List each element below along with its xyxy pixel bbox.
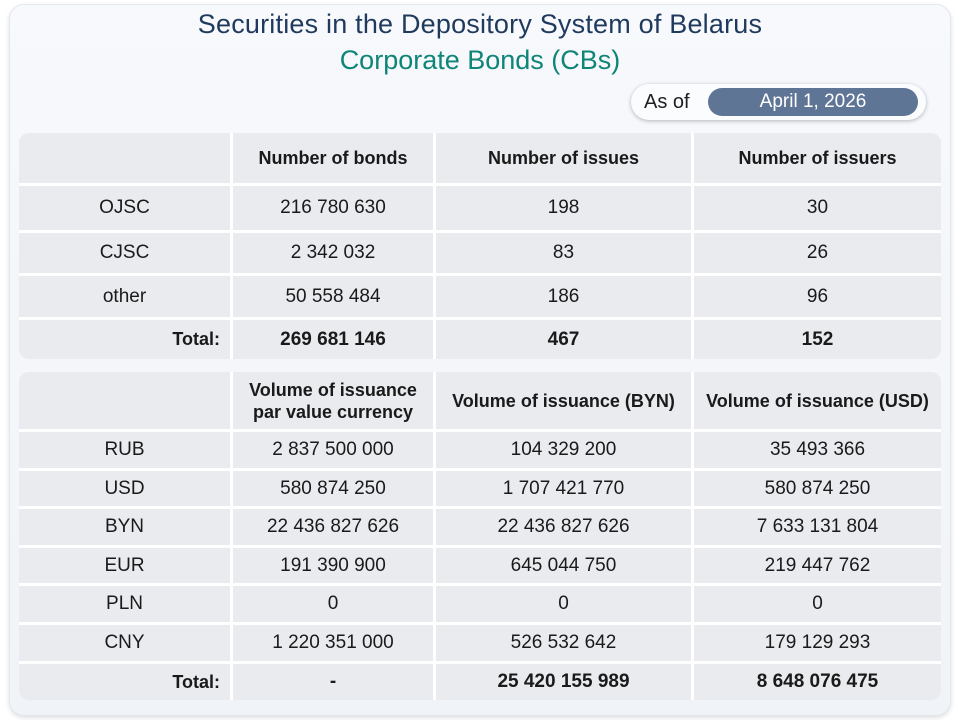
table-cell: 35 493 366 — [769, 439, 866, 460]
total-cell: - — [329, 671, 337, 692]
table-total-row: Total: - 25 420 155 989 8 648 076 475 — [19, 664, 941, 700]
row-label: OJSC — [99, 197, 150, 218]
row-label: PLN — [106, 593, 143, 614]
page-subtitle: Corporate Bonds (CBs) — [339, 45, 621, 75]
row-divider — [19, 273, 941, 276]
column-divider — [433, 133, 436, 359]
table-cell: 50 558 484 — [285, 285, 381, 307]
total-label: Total: — [172, 329, 220, 349]
bonds-count-table: Number of bonds Number of issues Number … — [19, 133, 941, 359]
row-divider — [19, 545, 941, 548]
table-cell: 198 — [547, 197, 580, 218]
row-label: CNY — [104, 632, 145, 653]
as-of-label: As of — [644, 91, 690, 113]
table-cell: 179 129 293 — [764, 632, 871, 653]
table-cell: 1 707 421 770 — [502, 477, 625, 499]
row-label: EUR — [104, 554, 145, 576]
row-divider — [19, 583, 941, 586]
row-divider — [19, 661, 941, 664]
row-label: BYN — [104, 516, 145, 537]
column-divider — [691, 133, 694, 359]
table-cell: 216 780 630 — [280, 197, 386, 218]
table-cell: 96 — [806, 285, 829, 307]
table-cell: 0 — [327, 593, 339, 614]
header-cell-number-of-issues: Number of issues — [487, 148, 640, 168]
row-divider — [19, 506, 941, 509]
table-cell: 580 874 250 — [280, 477, 386, 499]
row-divider — [19, 230, 941, 233]
table-row: PLN 0 0 0 — [19, 586, 941, 622]
table-cell: 22 436 827 626 — [266, 516, 400, 537]
table-cell: 186 — [547, 285, 580, 307]
row-label: CJSC — [99, 242, 150, 263]
table-cell: 22 436 827 626 — [497, 516, 630, 537]
header-cell-volume-byn: Volume of issuance (BYN) — [452, 390, 675, 411]
column-divider — [230, 372, 233, 700]
table-cell: 104 329 200 — [510, 439, 617, 460]
row-divider — [19, 429, 941, 432]
table-row: BYN 22 436 827 626 22 436 827 626 7 633 … — [19, 509, 941, 545]
column-divider — [230, 133, 233, 359]
table-cell: 30 — [806, 197, 829, 218]
table-cell: 0 — [812, 593, 823, 614]
table-row: CNY 1 220 351 000 526 532 642 179 129 29… — [19, 625, 941, 661]
table-row: EUR 191 390 900 645 044 750 219 447 762 — [19, 548, 941, 583]
page-title: Securities in the Depository System of B… — [197, 9, 763, 39]
as-of-date-value: April 1, 2026 — [708, 88, 918, 116]
header-cell-volume-usd: Volume of issuance (USD) — [706, 390, 929, 411]
issuance-volume-table: Volume of issuance par value currency Vo… — [19, 372, 941, 700]
table-row: OJSC 216 780 630 198 30 — [19, 186, 941, 230]
row-divider — [19, 622, 941, 625]
row-divider — [19, 317, 941, 320]
total-cell: 8 648 076 475 — [756, 671, 879, 692]
column-divider — [691, 372, 694, 700]
row-label: other — [102, 285, 147, 307]
table-row: CJSC 2 342 032 83 26 — [19, 233, 941, 273]
header-cell-volume-par-value: Volume of issuance par value currency — [249, 379, 417, 422]
table-header-row: Number of bonds Number of issues Number … — [19, 133, 941, 183]
header-cell-empty — [19, 133, 230, 183]
total-cell: 467 — [547, 328, 580, 350]
table-cell: 219 447 762 — [764, 554, 871, 576]
table-header-row: Volume of issuance par value currency Vo… — [19, 372, 941, 429]
table-cell: 580 874 250 — [764, 477, 871, 499]
table-cell: 645 044 750 — [510, 554, 617, 576]
table-cell: 7 633 131 804 — [756, 516, 879, 537]
row-label: USD — [104, 477, 145, 499]
table-cell: 2 342 032 — [290, 242, 376, 263]
header-cell-number-of-issuers: Number of issuers — [738, 148, 897, 168]
row-divider — [19, 468, 941, 471]
table-cell: 2 837 500 000 — [272, 439, 394, 460]
table-cell: 1 220 351 000 — [272, 632, 394, 653]
row-divider — [19, 183, 941, 186]
table-row: other 50 558 484 186 96 — [19, 276, 941, 317]
row-label: RUB — [104, 439, 145, 460]
as-of-date-badge: As of April 1, 2026 — [631, 84, 926, 120]
table-cell: 191 390 900 — [280, 554, 386, 576]
total-label: Total: — [172, 671, 220, 692]
table-cell: 83 — [552, 242, 575, 263]
table-row: USD 580 874 250 1 707 421 770 580 874 25… — [19, 471, 941, 506]
column-divider — [433, 372, 436, 700]
table-cell: 526 532 642 — [510, 632, 617, 653]
table-row: RUB 2 837 500 000 104 329 200 35 493 366 — [19, 432, 941, 468]
table-cell: 26 — [806, 242, 829, 263]
total-cell: 269 681 146 — [280, 328, 386, 350]
total-cell: 152 — [801, 328, 834, 350]
header-cell-empty — [19, 372, 230, 429]
table-cell: 0 — [558, 593, 569, 614]
total-cell: 25 420 155 989 — [497, 671, 630, 692]
table-total-row: Total: 269 681 146 467 152 — [19, 320, 941, 359]
header-cell-number-of-bonds: Number of bonds — [258, 148, 408, 168]
